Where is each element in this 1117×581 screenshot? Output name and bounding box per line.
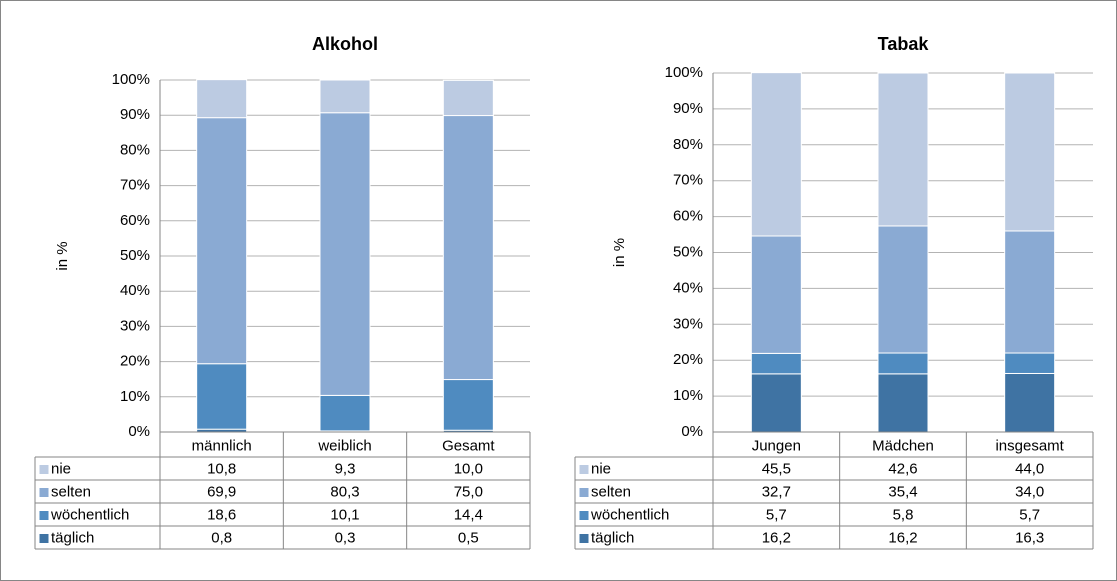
bar-segment <box>1004 372 1056 433</box>
legend-swatch <box>578 533 590 544</box>
y-tick-label: 50% <box>120 247 150 264</box>
legend-label: selten <box>51 483 91 500</box>
table-value: 0,8 <box>211 529 232 546</box>
y-tick-label: 10% <box>673 387 703 404</box>
table-value: 10,0 <box>454 460 483 477</box>
table-value: 69,9 <box>207 483 236 500</box>
y-axis-label: in % <box>54 241 71 270</box>
y-tick-label: 100% <box>112 71 150 88</box>
y-tick-label: 0% <box>128 423 150 440</box>
bar-segment <box>750 373 802 433</box>
table-value: 75,0 <box>454 483 483 500</box>
bar-segment <box>1004 72 1056 232</box>
x-tick-label: Mädchen <box>872 437 934 454</box>
table-value: 18,6 <box>207 506 236 523</box>
chart-title: Alkohol <box>312 34 378 54</box>
y-tick-label: 30% <box>673 315 703 332</box>
table-value: 16,2 <box>888 529 917 546</box>
table-value: 32,7 <box>762 483 791 500</box>
y-axis-label: in % <box>611 238 628 267</box>
chart-title: Tabak <box>878 34 930 54</box>
y-tick-label: 60% <box>120 212 150 229</box>
table-value: 5,8 <box>893 506 914 523</box>
table-value: 44,0 <box>1015 460 1044 477</box>
y-tick-label: 100% <box>665 64 703 81</box>
y-tick-label: 90% <box>673 100 703 117</box>
legend-label: nie <box>51 460 71 477</box>
y-tick-label: 30% <box>120 317 150 334</box>
table-value: 10,8 <box>207 460 236 477</box>
bar-segment <box>750 72 802 237</box>
table-value: 9,3 <box>335 460 356 477</box>
table-value: 10,1 <box>330 506 359 523</box>
y-tick-label: 40% <box>120 282 150 299</box>
table-value: 80,3 <box>330 483 359 500</box>
bar-segment <box>877 225 929 354</box>
y-tick-label: 40% <box>673 279 703 296</box>
legend-swatch <box>38 464 50 475</box>
y-tick-label: 0% <box>681 423 703 440</box>
table-value: 14,4 <box>454 506 483 523</box>
bar-segment <box>442 115 494 381</box>
legend-swatch <box>578 510 590 521</box>
x-tick-label: Jungen <box>752 437 801 454</box>
y-tick-label: 90% <box>120 106 150 123</box>
bar-segment <box>196 79 248 119</box>
table-value: 0,3 <box>335 529 356 546</box>
bar-segment <box>877 72 929 227</box>
legend-label: selten <box>591 483 631 500</box>
legend-label: nie <box>591 460 611 477</box>
table-value: 35,4 <box>888 483 917 500</box>
legend-swatch <box>38 487 50 498</box>
bar-segment <box>1004 352 1056 374</box>
table-value: 16,2 <box>762 529 791 546</box>
y-tick-label: 70% <box>673 172 703 189</box>
bar-segment <box>750 235 802 354</box>
table-value: 45,5 <box>762 460 791 477</box>
y-tick-label: 80% <box>673 136 703 153</box>
x-tick-label: weiblich <box>317 437 371 454</box>
x-tick-label: Gesamt <box>442 437 495 454</box>
bar-segment <box>877 373 929 433</box>
legend-swatch <box>38 533 50 544</box>
legend-label: täglich <box>591 529 634 546</box>
bar-segment <box>319 394 371 432</box>
bar-segment <box>319 112 371 396</box>
x-tick-label: insgesamt <box>995 437 1064 454</box>
bar-segment <box>750 352 802 375</box>
bar-segment <box>319 79 371 114</box>
y-tick-label: 50% <box>673 243 703 260</box>
y-tick-label: 70% <box>120 177 150 194</box>
table-value: 42,6 <box>888 460 917 477</box>
table-value: 34,0 <box>1015 483 1044 500</box>
legend-label: wöchentlich <box>50 506 129 523</box>
table-value: 16,3 <box>1015 529 1044 546</box>
legend-swatch <box>38 510 50 521</box>
bar-segment <box>196 363 248 430</box>
bar-segment <box>196 117 248 365</box>
y-tick-label: 60% <box>673 208 703 225</box>
y-tick-label: 80% <box>120 141 150 158</box>
legend-swatch <box>578 464 590 475</box>
bar-segment <box>442 79 494 117</box>
legend-label: wöchentlich <box>590 506 669 523</box>
legend-swatch <box>578 487 590 498</box>
y-tick-label: 10% <box>120 388 150 405</box>
bar-segment <box>877 352 929 375</box>
table-value: 5,7 <box>766 506 787 523</box>
y-tick-label: 20% <box>673 351 703 368</box>
legend-label: täglich <box>51 529 94 546</box>
table-value: 0,5 <box>458 529 479 546</box>
bar-segment <box>1004 230 1056 354</box>
bar-segment <box>442 379 494 431</box>
table-value: 5,7 <box>1019 506 1040 523</box>
x-tick-label: männlich <box>192 437 252 454</box>
y-tick-label: 20% <box>120 353 150 370</box>
